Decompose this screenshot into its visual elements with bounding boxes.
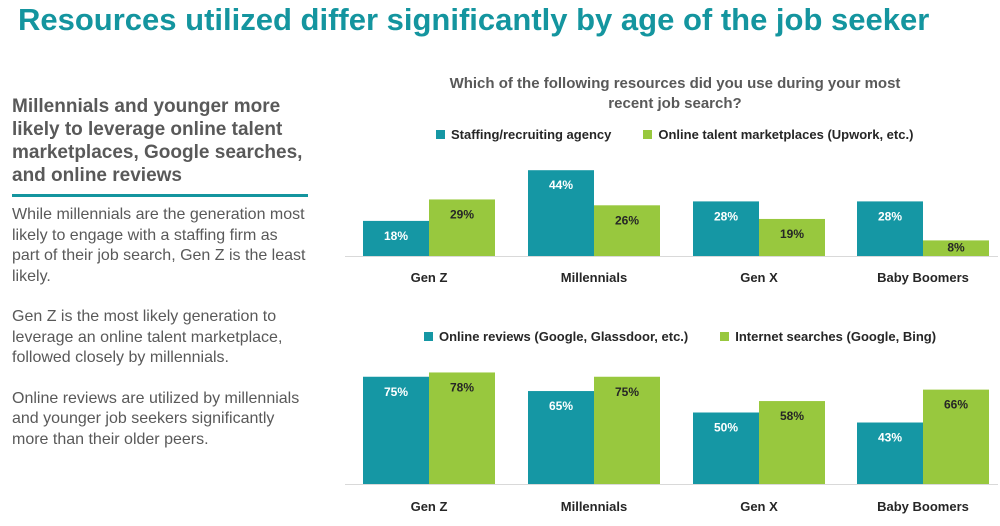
left-subhead: Millennials and younger more likely to l… (12, 96, 303, 186)
legend-item-talent-marketplaces: Online talent marketplaces (Upwork, etc.… (643, 127, 913, 142)
chart-1-bar (693, 201, 759, 256)
page-title: Resources utilized differ significantly … (18, 2, 930, 37)
chart-1-category-label: Baby Boomers (877, 270, 969, 285)
chart-1-category-label: Gen Z (411, 270, 448, 285)
chart-1-value-label: 18% (384, 229, 408, 243)
chart-1-bar (363, 220, 429, 256)
paragraph-staffing: While millennials are the generation mos… (12, 206, 306, 285)
chart-1-category-label: Millennials (561, 270, 627, 285)
chart-2-value-label: 50% (714, 421, 738, 435)
paragraph-talent-marketplace: Gen Z is the most likely generation to l… (12, 308, 283, 366)
chart-2-bar (693, 412, 759, 484)
chart-1-value-label: 28% (878, 209, 902, 223)
chart-2-category-label: Baby Boomers (877, 499, 969, 514)
chart-2-bar (594, 376, 660, 484)
chart-1-category-label: Gen X (740, 270, 778, 285)
chart-2-bar (759, 401, 825, 484)
chart-1-value-label: 28% (714, 209, 738, 223)
legend-swatch-green (720, 332, 730, 341)
chart-2-value-label: 75% (615, 385, 639, 399)
chart-1-bar (429, 199, 495, 256)
paragraph-online-reviews: Online reviews are utilized by millennia… (12, 389, 300, 448)
chart-2-bar (857, 422, 923, 484)
chart-1-bar (759, 218, 825, 256)
chart-1-bar (594, 205, 660, 256)
chart-2-bar (363, 376, 429, 484)
legend-swatch-green (643, 130, 653, 139)
chart-2-value-label: 75% (384, 385, 408, 399)
chart-1-value-label: 19% (780, 227, 804, 241)
legend-item-staffing: Staffing/recruiting agency (436, 127, 611, 142)
left-panel: Millennials and younger more likely to l… (12, 95, 308, 470)
legend-label-online-reviews: Online reviews (Google, Glassdoor, etc.) (439, 329, 689, 344)
chart-2-value-label: 43% (878, 431, 902, 445)
chart-2-bar (429, 372, 495, 484)
legend-item-internet-searches: Internet searches (Google, Bing) (720, 329, 936, 344)
chart-question: Which of the following resources did you… (449, 75, 901, 112)
chart-1-value-label: 26% (615, 213, 639, 227)
chart-1-value-label: 44% (549, 178, 573, 192)
chart-1-bar (857, 201, 923, 256)
chart-2-bar (528, 391, 594, 484)
legend-swatch-teal (436, 130, 445, 139)
chart-1-bar (528, 170, 594, 256)
chart-1-value-label: 29% (450, 207, 474, 221)
chart-2-category-label: Millennials (561, 499, 627, 514)
legend-chart-1: Staffing/recruiting agency Online talent… (436, 127, 945, 142)
chart-2-value-label: 58% (780, 409, 804, 423)
chart-2-category-label: Gen X (740, 499, 778, 514)
legend-item-online-reviews: Online reviews (Google, Glassdoor, etc.) (424, 329, 688, 344)
subhead-divider (12, 194, 308, 197)
legend-chart-2: Online reviews (Google, Glassdoor, etc.)… (424, 329, 968, 344)
chart-1-bar (923, 240, 989, 256)
chart-2-value-label: 78% (450, 380, 474, 394)
chart-2-category-label: Gen Z (411, 499, 448, 514)
legend-label-talent-marketplaces: Online talent marketplaces (Upwork, etc.… (658, 127, 914, 142)
legend-swatch-teal (424, 332, 433, 341)
chart-2-value-label: 65% (549, 399, 573, 413)
chart-1-value-label: 8% (947, 240, 965, 254)
chart-2-bar (923, 389, 989, 484)
legend-label-staffing: Staffing/recruiting agency (451, 127, 612, 142)
chart-2-value-label: 66% (944, 398, 968, 412)
legend-label-internet-searches: Internet searches (Google, Bing) (735, 329, 937, 344)
